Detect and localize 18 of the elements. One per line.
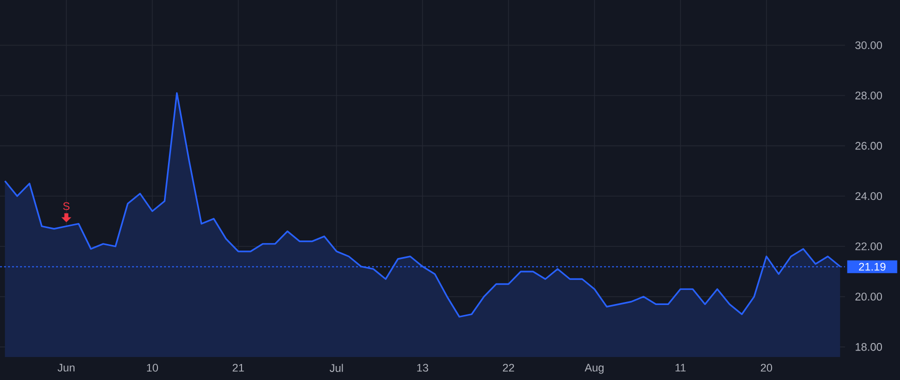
x-tick-label: 20 (760, 364, 772, 372)
y-tick-label: 18.00 (856, 343, 882, 351)
y-tick-label: 20.00 (855, 292, 882, 301)
y-tick-label: 28.00 (855, 92, 882, 100)
x-tick-label: 11 (676, 364, 686, 372)
x-tick-label: 10 (147, 364, 158, 372)
y-tick-label: 24.00 (855, 192, 882, 200)
x-tick-label: Jul (330, 364, 343, 372)
x-tick-label: Jun (58, 364, 74, 372)
annotation: S (63, 202, 70, 210)
y-tick-label: 26.00 (855, 142, 882, 150)
y-tick-label: 30.00 (855, 41, 882, 50)
ref-line-label: 21.19 (859, 262, 886, 271)
x-tick-label: 13 (417, 364, 428, 372)
x-tick-label: Aug (584, 364, 604, 374)
x-tick-label: 22 (502, 364, 514, 372)
y-tick-label: 22.00 (855, 242, 882, 250)
x-tick-label: 21 (232, 364, 244, 372)
